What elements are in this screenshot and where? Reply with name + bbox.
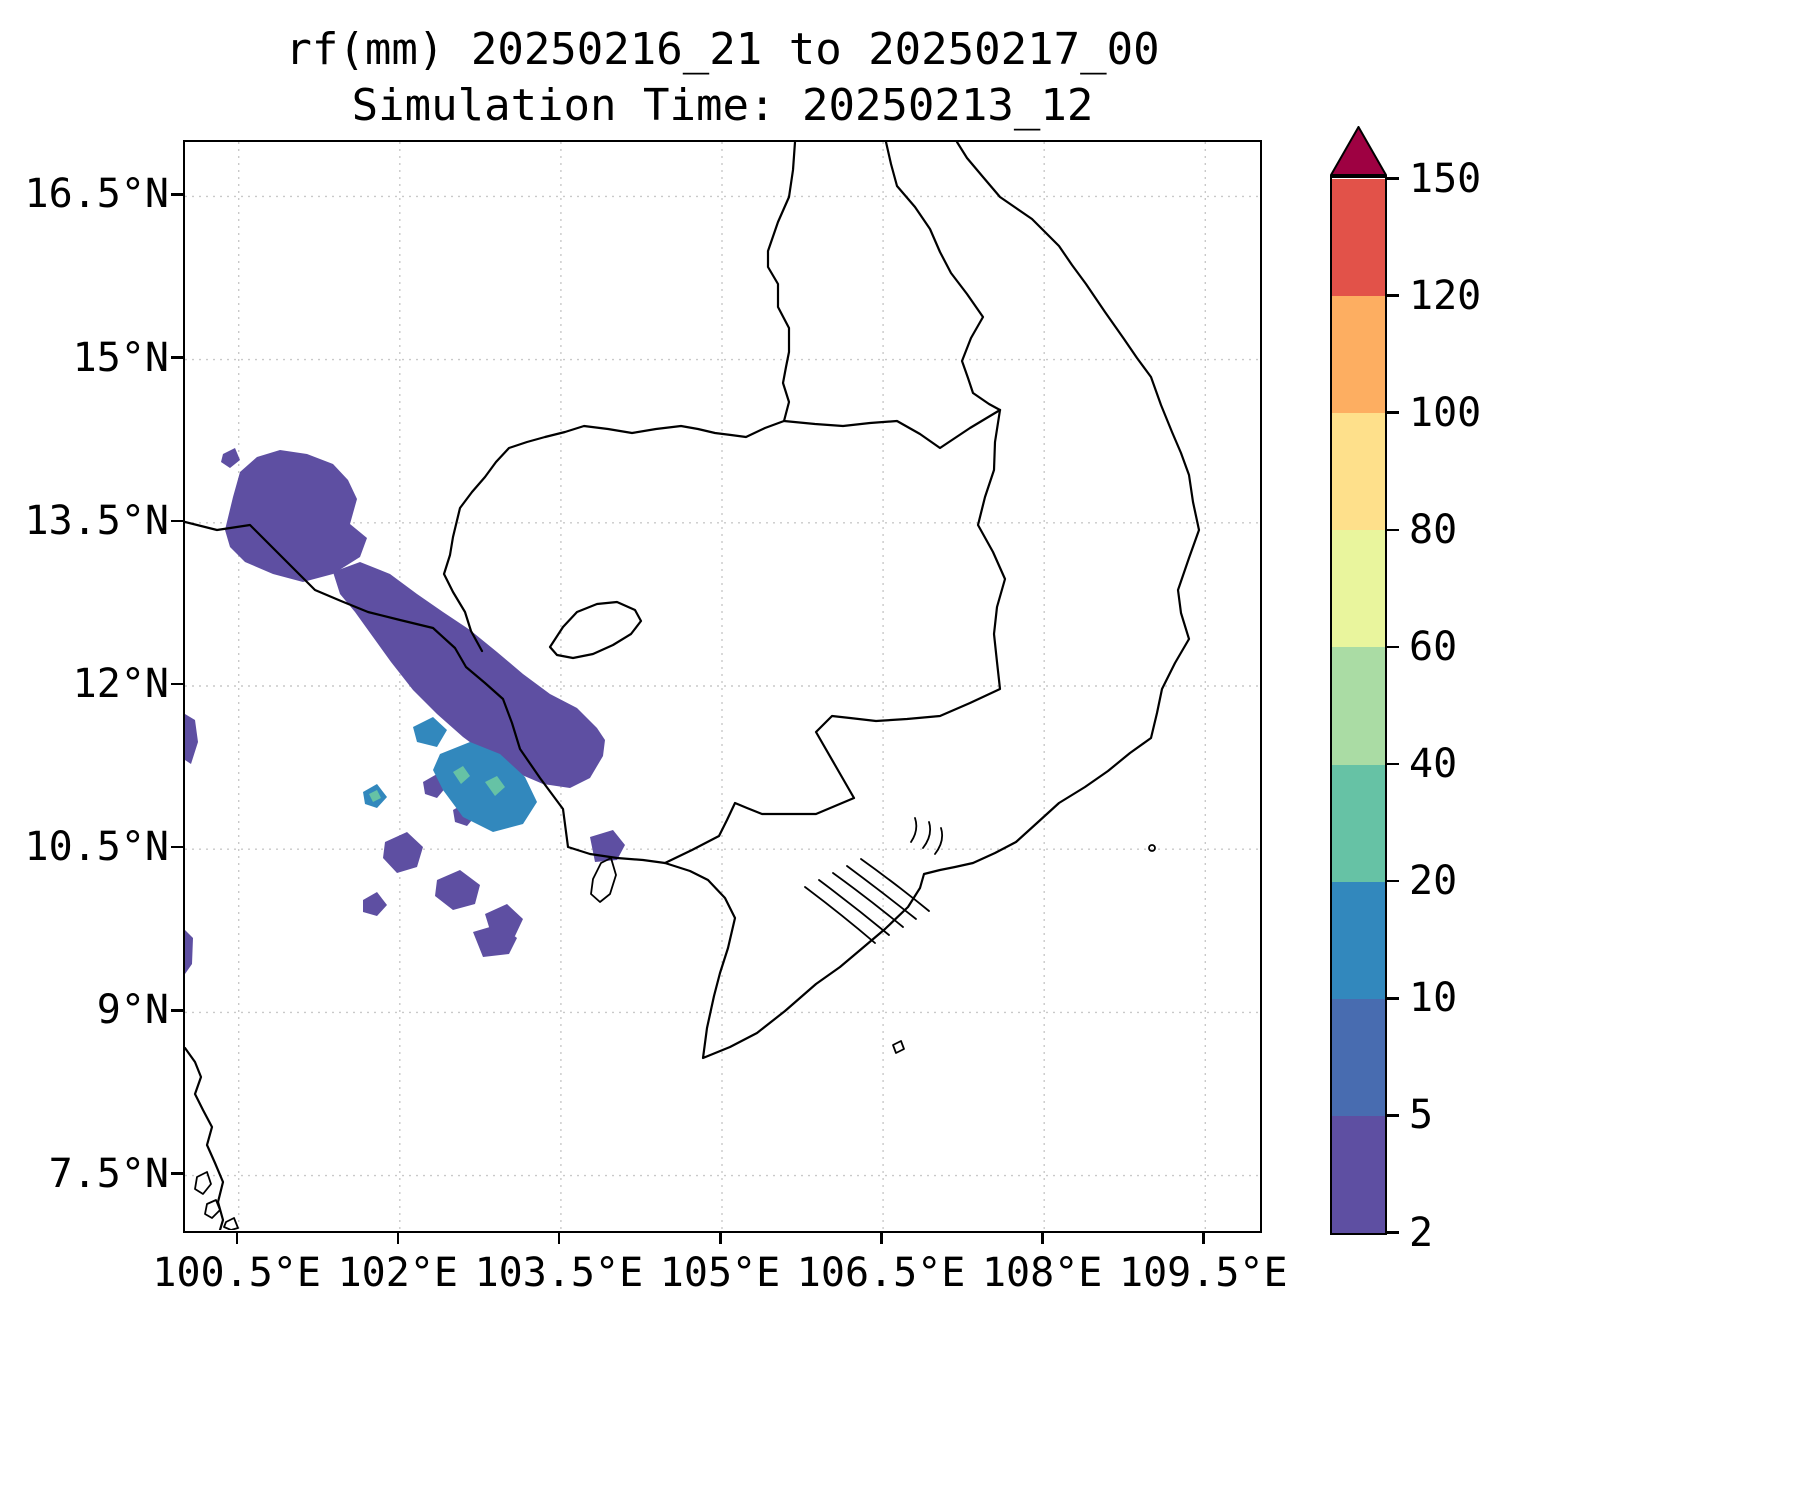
- border-laos-cambodia: [782, 408, 1002, 450]
- colorbar-segment-100-120mm: [1332, 296, 1385, 414]
- colorbar-tick-mark: [1387, 411, 1399, 414]
- x-tick-mark: [396, 1232, 400, 1244]
- x-tick-label: 105°E: [659, 1250, 781, 1296]
- x-tick-mark: [1041, 1232, 1044, 1244]
- colorbar-tick-label: 120: [1409, 272, 1482, 319]
- rain-area-10-20mm: [363, 717, 537, 832]
- colorbar-tick-label: 80: [1409, 506, 1458, 553]
- border-laos-vietnam: [884, 142, 1002, 412]
- rain-area-2-5mm: [333, 562, 605, 788]
- y-tick-mark: [171, 1009, 183, 1012]
- colorbar-segment-5-10mm: [1332, 998, 1385, 1116]
- border-cambodia-vietnam: [663, 408, 1007, 865]
- colorbar-tick-mark: [1387, 879, 1399, 883]
- coastline-gulf-and-vietnam: [185, 142, 1201, 1060]
- colorbar-tick-label: 60: [1409, 623, 1458, 670]
- colorbar-tick-mark: [1387, 294, 1399, 297]
- colorbar-tick-mark: [1387, 528, 1399, 532]
- x-tick-mark: [557, 1232, 561, 1244]
- colorbar-tick-mark: [1387, 177, 1399, 180]
- y-tick-label: 13.5°N: [24, 497, 170, 544]
- colorbar-tick-label: 100: [1409, 389, 1482, 436]
- y-tick-mark: [171, 845, 183, 849]
- y-tick-mark: [171, 356, 183, 359]
- colorbar-tick-label: 10: [1409, 975, 1458, 1022]
- y-tick-mark: [171, 519, 183, 523]
- y-tick-label: 7.5°N: [48, 1150, 169, 1197]
- colorbar-segment-40-60mm: [1332, 647, 1385, 765]
- rain-area-2-5mm: [185, 714, 625, 974]
- colorbar-tick-mark: [1387, 1231, 1399, 1234]
- colorbar-tick-label: 5: [1409, 1092, 1434, 1139]
- colorbar-segment-10-20mm: [1332, 881, 1385, 999]
- colorbar-tick-mark: [1387, 997, 1399, 1000]
- plot-title-line2: Simulation Time: 20250213_12: [351, 80, 1094, 131]
- peninsula-lagoons: [194, 1171, 239, 1230]
- y-tick-label: 12°N: [72, 661, 169, 707]
- tonle-sap-lake-outline: [548, 600, 643, 660]
- phu-quy-island: [1148, 844, 1156, 852]
- plot-title-line1: rf(mm) 20250216_21 to 20250217_00: [285, 24, 1160, 75]
- y-tick-label: 16.5°N: [24, 171, 170, 218]
- x-tick-label: 103.5°E: [474, 1250, 644, 1296]
- y-tick-mark: [171, 1172, 183, 1175]
- colorbar-tick-label: 150: [1409, 155, 1482, 202]
- y-tick-mark: [171, 682, 183, 686]
- y-tick-mark: [171, 193, 183, 196]
- x-tick-mark: [880, 1232, 883, 1244]
- x-tick-mark: [719, 1232, 722, 1244]
- coastlines-and-borders: [185, 142, 1201, 1230]
- x-tick-label: 106.5°E: [796, 1250, 966, 1296]
- colorbar-segment-60-80mm: [1332, 530, 1385, 648]
- x-tick-label: 108°E: [981, 1250, 1103, 1296]
- gridlines: [185, 142, 1259, 1230]
- colorbar-tick-label: 20: [1409, 858, 1458, 905]
- x-tick-mark: [235, 1232, 239, 1244]
- y-tick-label: 10.5°N: [24, 824, 170, 871]
- rain-area-2-5mm: [221, 448, 367, 582]
- colorbar-segment-120-150mm: [1332, 179, 1385, 297]
- border-thailand-cambodia-laos: [442, 142, 797, 653]
- x-tick-label: 109.5°E: [1119, 1250, 1288, 1296]
- colorbar-segment-2-5mm: [1332, 1115, 1385, 1233]
- colorbar-tick-mark: [1387, 762, 1399, 766]
- colorbar-segment-80-100mm: [1332, 413, 1385, 531]
- colorbar-tick-label: 40: [1409, 741, 1458, 788]
- x-tick-label: 100.5°E: [152, 1250, 321, 1296]
- phu-quoc-island: [590, 857, 617, 903]
- x-tick-label: 102°E: [337, 1250, 458, 1296]
- y-tick-label: 9°N: [96, 987, 169, 1034]
- colorbar: [1330, 176, 1387, 1235]
- mekong-delta-channels: [804, 817, 944, 944]
- y-tick-label: 15°N: [72, 334, 169, 381]
- x-tick-mark: [1202, 1232, 1205, 1244]
- colorbar-extend-triangle: [1330, 126, 1387, 176]
- colorbar-tick-mark: [1387, 1114, 1399, 1117]
- con-dao-island: [892, 1040, 905, 1054]
- colorbar-tick-label: 2: [1409, 1209, 1434, 1256]
- colorbar-segment-20-40mm: [1332, 764, 1385, 882]
- map-plot-area: [183, 140, 1262, 1233]
- map-canvas: [185, 142, 1259, 1230]
- colorbar-tick-mark: [1387, 645, 1399, 649]
- rainfall-shading: [185, 448, 625, 974]
